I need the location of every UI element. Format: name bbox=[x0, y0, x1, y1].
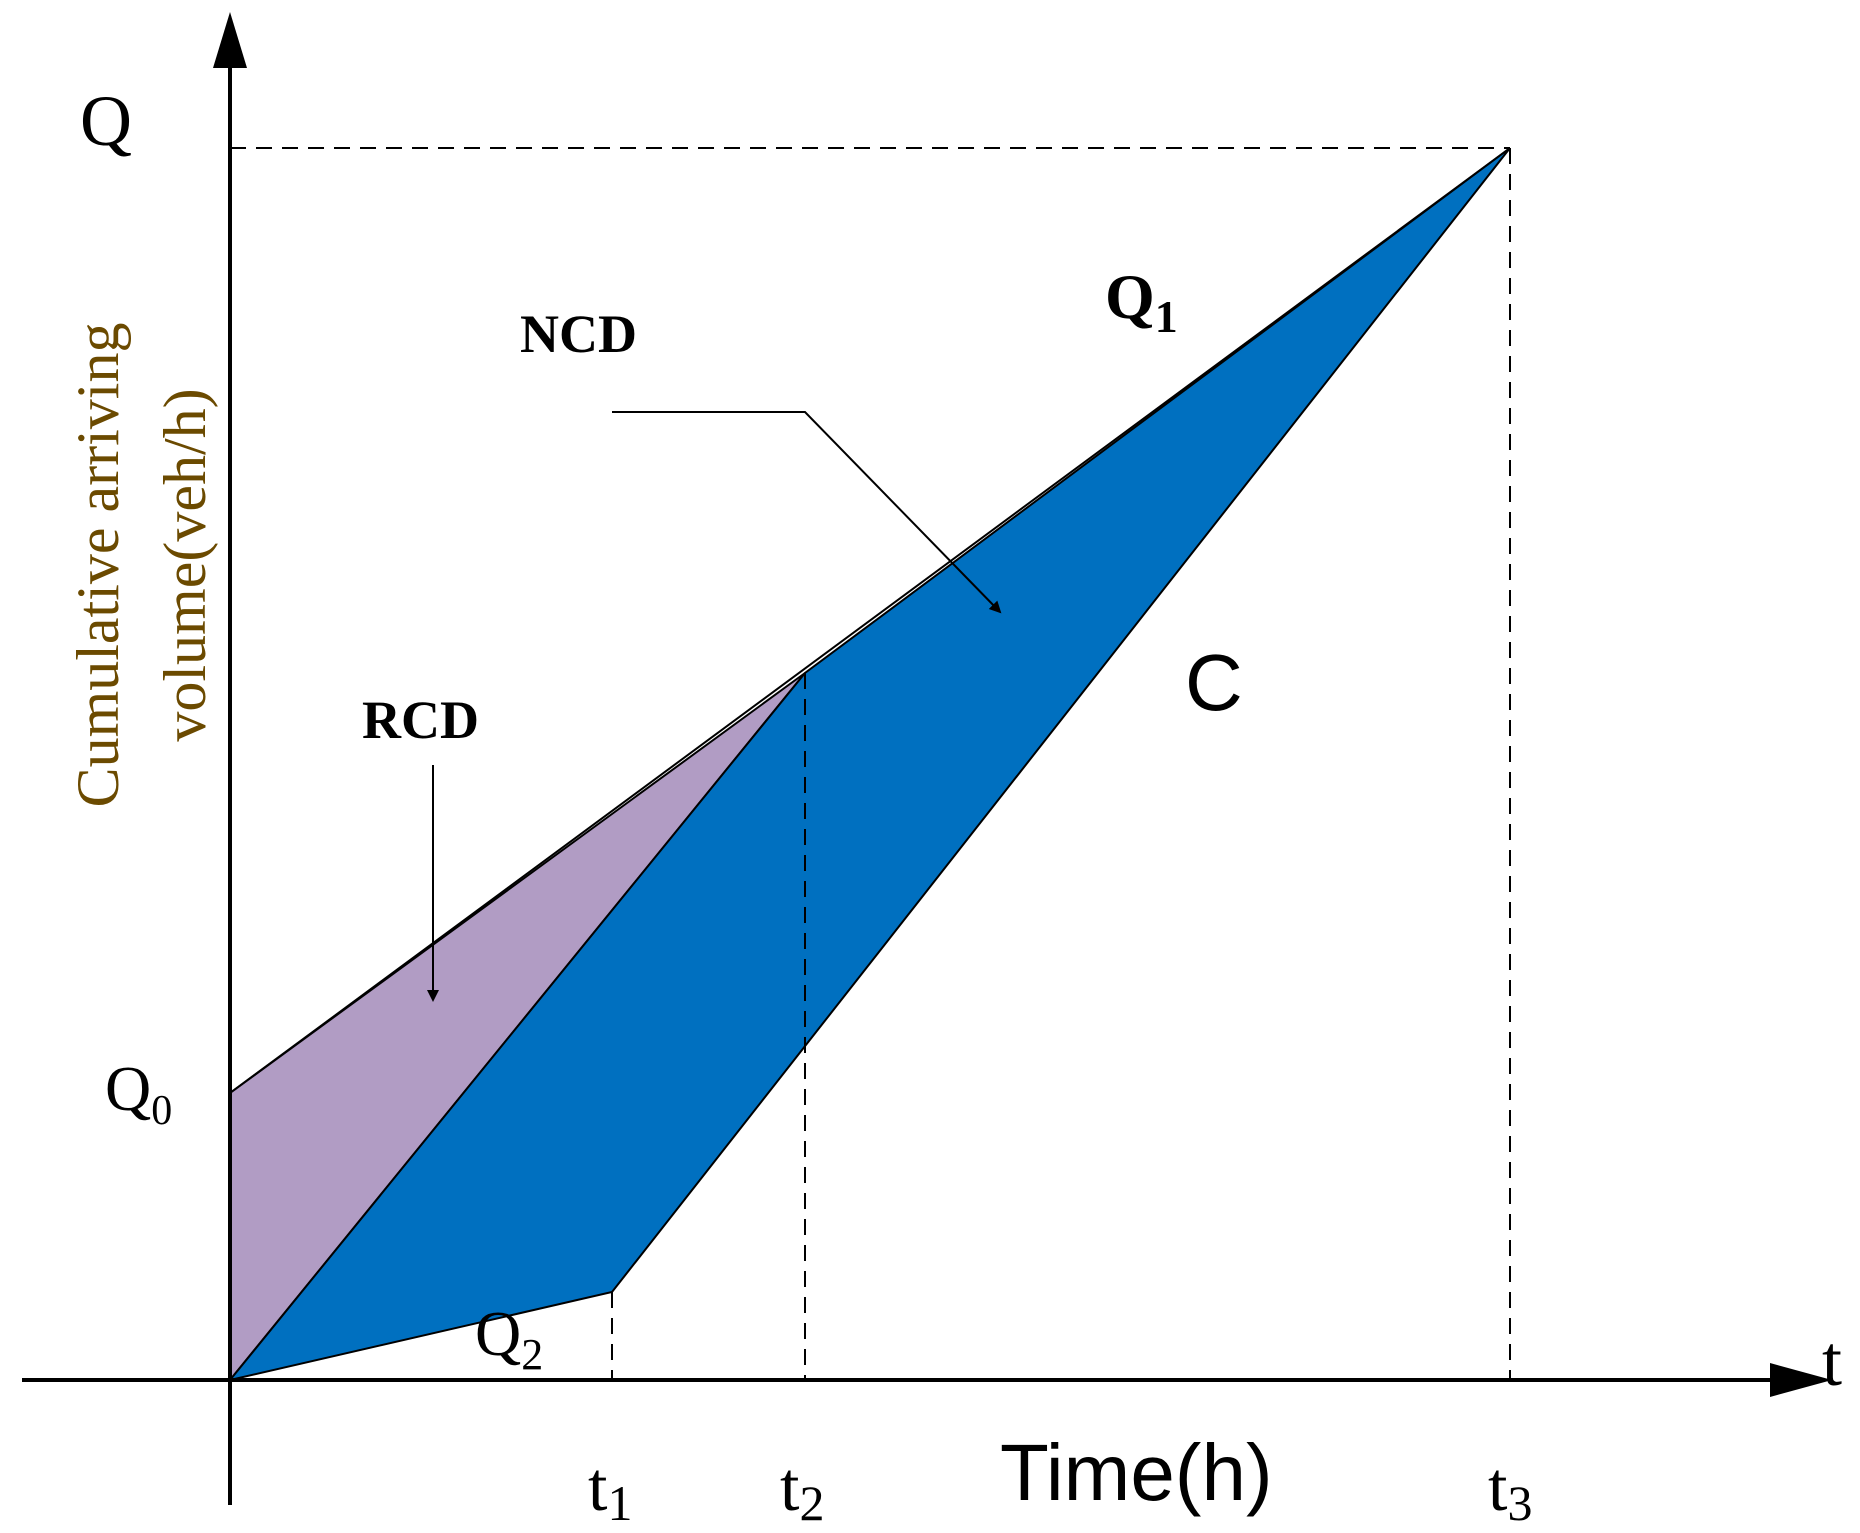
q0-label: Q0 bbox=[105, 1053, 172, 1134]
q1-arrival-line bbox=[229, 147, 1511, 1094]
ncd-pointer-arrow bbox=[612, 411, 1002, 614]
y-axis-title-line1: Cumulative arriving bbox=[65, 323, 131, 808]
tick-label-t3: t3 bbox=[1488, 1449, 1532, 1528]
c-label: C bbox=[1185, 638, 1243, 727]
x-axis-arrowhead bbox=[1770, 1363, 1832, 1397]
rcd-label: RCD bbox=[362, 690, 479, 750]
q1-label: Q1 bbox=[1105, 261, 1178, 342]
y-axis-arrowhead bbox=[213, 12, 247, 68]
x-axis-symbol: t bbox=[1822, 1321, 1842, 1401]
ncd-label: NCD bbox=[520, 304, 637, 364]
x-axis-title: Time(h) bbox=[1000, 1428, 1273, 1517]
tick-label-t2: t2 bbox=[780, 1449, 824, 1528]
y-axis-title-line2: volume(veh/h) bbox=[152, 388, 218, 741]
tick-label-t1: t1 bbox=[588, 1449, 632, 1528]
ncd-region bbox=[227, 147, 1511, 1382]
q2-label: Q2 bbox=[475, 1298, 543, 1379]
y-axis-symbol: Q bbox=[80, 81, 132, 161]
